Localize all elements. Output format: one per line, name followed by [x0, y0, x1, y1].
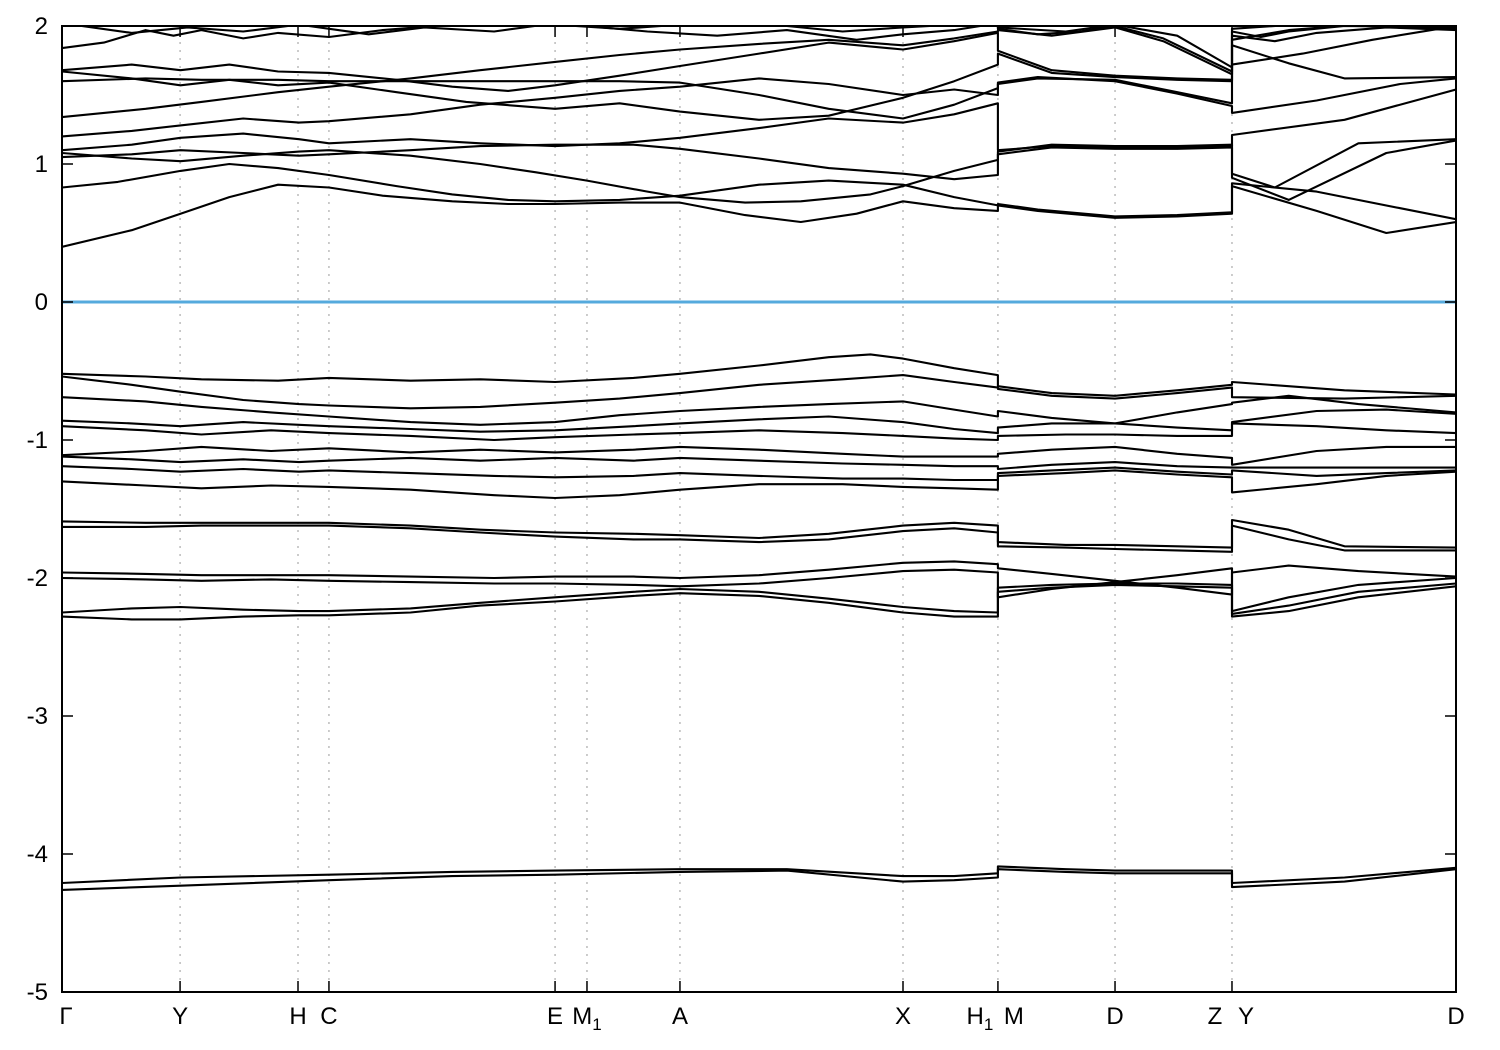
band-curve	[62, 465, 1456, 482]
band-curve	[62, 422, 1456, 442]
y-tick-label: -4	[27, 841, 48, 868]
gridlines	[179, 26, 1233, 992]
band-curve	[62, 865, 1456, 885]
kpoint-label: D	[1106, 1003, 1123, 1030]
band-curve	[62, 583, 1456, 621]
kpoint-label: A	[672, 1003, 688, 1030]
band-curve	[62, 88, 1456, 152]
band-curve	[62, 44, 1456, 121]
axis-ticks	[61, 25, 1457, 993]
band-curve	[62, 445, 1456, 466]
band-curve	[62, 26, 1456, 92]
band-curve	[62, 582, 1456, 615]
band-curve	[62, 567, 1456, 613]
y-tick-label: 1	[35, 151, 48, 178]
band-curve	[62, 138, 1456, 204]
kpoint-label: H1	[967, 1003, 994, 1034]
kpoint-label: X	[895, 1003, 911, 1030]
band-curve	[62, 455, 1456, 471]
band-curve	[62, 139, 1456, 201]
kpoint-label: Y	[1238, 1003, 1254, 1030]
y-axis-tick-labels: 2 1 0 -1 -2 -3 -4 -5	[27, 13, 48, 1006]
plot-frame	[61, 25, 1457, 993]
band-curve	[62, 26, 1456, 120]
kpoint-label: C	[320, 1003, 337, 1030]
band-curve	[62, 868, 1456, 891]
kpoint-label: H	[289, 1003, 306, 1030]
band-curve	[62, 26, 1456, 73]
band-curve	[62, 162, 1456, 221]
band-curve	[62, 353, 1456, 397]
band-curve	[62, 76, 1456, 138]
y-tick-label: -5	[27, 979, 48, 1006]
kpoint-label: M	[1004, 1003, 1024, 1030]
kpoint-label: Z	[1208, 1003, 1223, 1030]
kpoint-label: Y	[172, 1003, 188, 1030]
kpoint-label: Γ	[59, 1003, 72, 1030]
y-tick-label: 0	[35, 289, 48, 316]
band-curve	[62, 560, 1456, 596]
band-curve	[74, 26, 1456, 69]
y-tick-label: -3	[27, 703, 48, 730]
band-curve	[62, 524, 1456, 553]
kpoint-label: D	[1447, 1003, 1464, 1030]
plot-border	[61, 25, 1457, 993]
y-tick-label: -1	[27, 427, 48, 454]
band-curve	[62, 374, 1456, 410]
kpoint-label: E	[547, 1003, 563, 1030]
y-tick-label: -2	[27, 565, 48, 592]
x-axis-kpoint-labels: Γ Y H C E M1 A X H1 M D Z Y D	[59, 1003, 1464, 1034]
band-curve	[62, 518, 1456, 549]
band-curve	[62, 26, 1456, 119]
kpoint-label: M1	[572, 1003, 601, 1034]
energy-bands	[62, 26, 1456, 891]
band-curve	[62, 469, 1456, 500]
band-curve	[62, 183, 1456, 248]
band-curve	[62, 394, 1456, 426]
y-tick-label: 2	[35, 13, 48, 40]
